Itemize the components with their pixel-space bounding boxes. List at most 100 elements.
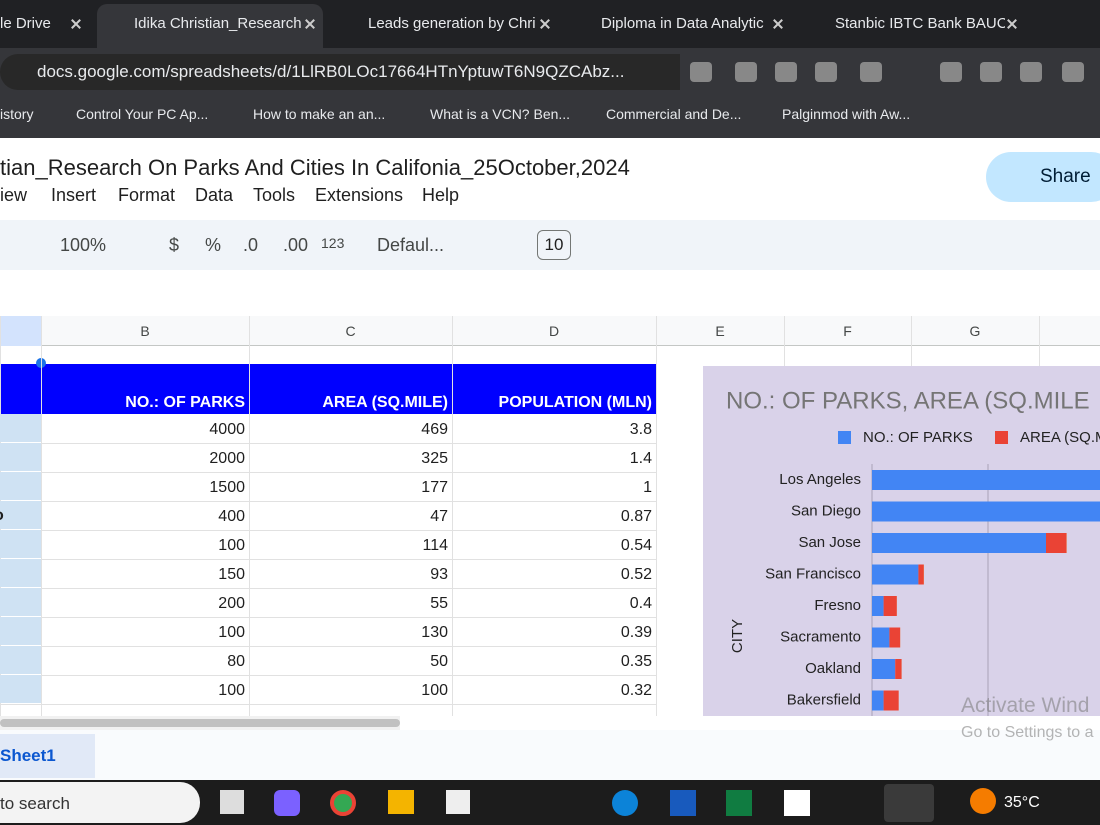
table-cell[interactable]: 100 xyxy=(218,537,245,554)
table-cell[interactable]: 0.54 xyxy=(620,537,652,554)
category-label: San Francisco xyxy=(765,565,861,582)
share-label[interactable]: Share xyxy=(1040,166,1091,187)
table-cell[interactable]: 200 xyxy=(218,595,245,612)
table-cell[interactable]: 100 xyxy=(218,624,245,641)
browser-tab[interactable]: Idika Christian_Research ( xyxy=(134,15,304,32)
toolbar-zoom[interactable]: 100% xyxy=(60,235,107,255)
bookmark[interactable]: istory xyxy=(0,106,34,122)
table-cell[interactable]: 55 xyxy=(430,595,448,612)
table-cell[interactable]: 0.52 xyxy=(620,566,652,583)
column-header[interactable]: E xyxy=(715,323,725,339)
menu-item[interactable]: Data xyxy=(195,185,234,205)
table-cell[interactable]: 0.4 xyxy=(629,595,652,612)
explorer-icon[interactable] xyxy=(388,790,414,814)
bookmark[interactable]: What is a VCN? Ben... xyxy=(430,106,571,122)
column-header[interactable]: D xyxy=(548,323,560,339)
edge-icon[interactable] xyxy=(612,790,638,816)
task-view-icon[interactable] xyxy=(220,790,244,814)
table-cell[interactable]: 469 xyxy=(421,421,448,438)
table-cell[interactable]: 93 xyxy=(430,566,448,583)
chrome-icon[interactable] xyxy=(330,790,356,816)
copilot-icon[interactable] xyxy=(274,790,300,816)
scrollbar-thumb[interactable] xyxy=(0,719,400,727)
column-header[interactable]: G xyxy=(969,323,981,339)
active-app[interactable] xyxy=(884,784,934,822)
browser-tab[interactable]: le Drive xyxy=(0,15,51,32)
table-cell[interactable]: 100 xyxy=(218,682,245,699)
table-cell[interactable]: 2000 xyxy=(209,450,245,467)
toolbar-decrease-decimals[interactable]: .0 xyxy=(243,235,259,255)
menu-item[interactable]: Extensions xyxy=(315,185,404,205)
document-title[interactable]: tian_Research On Parks And Cities In Cal… xyxy=(0,155,630,180)
taskbar-search[interactable]: to search xyxy=(0,794,70,813)
browser-tab[interactable]: Diploma in Data Analytic xyxy=(601,15,764,32)
toolbar-percent[interactable]: % xyxy=(205,235,222,255)
table-cell[interactable]: 0.87 xyxy=(620,508,652,525)
address-url[interactable]: docs.google.com/spreadsheets/d/1LlRB0LOc… xyxy=(37,62,625,81)
browser-tab[interactable]: Stanbic IBTC Bank BAUCH xyxy=(835,15,1005,32)
table-cell[interactable]: 114 xyxy=(422,537,448,554)
legend-swatch xyxy=(995,431,1008,444)
column-header[interactable]: F xyxy=(843,323,852,339)
toolbar-number-format[interactable]: 123 xyxy=(321,235,345,251)
sheet-tab[interactable] xyxy=(0,734,95,778)
table-cell[interactable]: 0.39 xyxy=(620,624,652,641)
table-cell[interactable]: 177 xyxy=(421,479,448,496)
excel-icon[interactable] xyxy=(726,790,752,816)
store-icon[interactable] xyxy=(446,790,470,814)
search-box[interactable] xyxy=(0,782,200,823)
active-tab xyxy=(97,4,323,48)
bar-segment xyxy=(883,596,897,616)
table-cell[interactable]: 47 xyxy=(430,508,448,525)
table-cell[interactable]: 4000 xyxy=(209,421,245,438)
column-header[interactable]: B xyxy=(140,323,150,339)
weather-temp[interactable]: 35°C xyxy=(1004,794,1040,811)
bookmark[interactable]: How to make an an... xyxy=(253,106,386,122)
clipped-cell-text: o xyxy=(0,507,4,525)
table-cell[interactable]: 80 xyxy=(227,653,245,670)
column-a-header[interactable] xyxy=(0,316,41,346)
column-a-cell xyxy=(0,530,41,558)
toolbar-font[interactable]: Defaul... xyxy=(377,235,445,255)
bookmark[interactable]: Control Your PC Ap... xyxy=(76,106,209,122)
toolbar-increase-decimals[interactable]: .00 xyxy=(283,235,309,255)
bookmark[interactable]: Commercial and De... xyxy=(606,106,742,122)
sheet-tab-label[interactable]: Sheet1 xyxy=(0,746,56,765)
word-icon[interactable] xyxy=(670,790,696,816)
share-button[interactable] xyxy=(986,152,1100,202)
font-size-box[interactable] xyxy=(537,230,571,260)
table-cell[interactable]: 130 xyxy=(421,624,448,641)
table-cell[interactable]: 3.8 xyxy=(629,421,652,438)
row-divider xyxy=(0,704,656,705)
toolbar-currency[interactable]: $ xyxy=(169,235,180,255)
table-cell[interactable]: 100 xyxy=(421,682,448,699)
menu-item[interactable]: Help xyxy=(422,185,460,205)
column-a-cell xyxy=(0,414,41,442)
table-cell[interactable]: 50 xyxy=(430,653,448,670)
table-cell[interactable]: 325 xyxy=(421,450,448,467)
menu-item[interactable]: Tools xyxy=(253,185,296,205)
browser-tab[interactable]: Leads generation by Chri xyxy=(368,15,536,32)
column-a-cell xyxy=(0,646,41,674)
bookmark[interactable]: Palginmod with Aw... xyxy=(782,106,911,122)
table-cell[interactable]: 400 xyxy=(218,508,245,525)
tradingview-icon[interactable] xyxy=(784,790,810,816)
chart-title: NO.: OF PARKS, AREA (SQ.MILE xyxy=(726,387,1090,414)
table-header: AREA (SQ.MILE) xyxy=(322,394,448,411)
omnibox[interactable] xyxy=(0,54,680,90)
table-cell[interactable]: 1 xyxy=(643,479,652,496)
column-header[interactable]: C xyxy=(345,323,356,339)
table-cell[interactable]: 0.35 xyxy=(620,653,652,670)
toolbar-font-size[interactable]: 10 xyxy=(544,235,564,254)
menu-item[interactable]: iew xyxy=(0,185,28,205)
table-cell[interactable]: 1.4 xyxy=(629,450,652,467)
bar-segment xyxy=(889,627,901,648)
table-cell[interactable]: 1500 xyxy=(209,479,245,496)
chart[interactable]: NO.: OF PARKS, AREA (SQ.MILE NO.: OF PARK… xyxy=(703,366,1100,716)
activation-watermark: Activate Wind xyxy=(961,694,1090,717)
menu-item[interactable]: Format xyxy=(118,185,176,205)
menu-item[interactable]: Insert xyxy=(51,185,97,205)
table-cell[interactable]: 0.32 xyxy=(620,682,652,699)
y-axis-label: CITY xyxy=(729,619,746,653)
table-cell[interactable]: 150 xyxy=(218,566,245,583)
